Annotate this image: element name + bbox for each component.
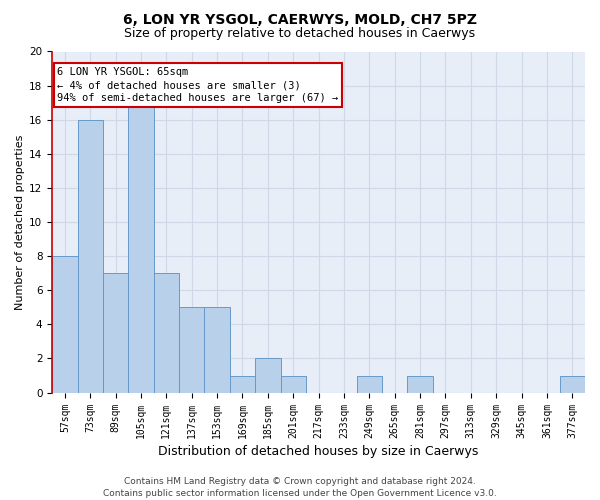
Bar: [560, 376, 585, 392]
Text: 6, LON YR YSGOL, CAERWYS, MOLD, CH7 5PZ: 6, LON YR YSGOL, CAERWYS, MOLD, CH7 5PZ: [123, 12, 477, 26]
Bar: [52, 256, 77, 392]
Bar: [407, 376, 433, 392]
X-axis label: Distribution of detached houses by size in Caerwys: Distribution of detached houses by size …: [158, 444, 479, 458]
Y-axis label: Number of detached properties: Number of detached properties: [15, 134, 25, 310]
Text: 6 LON YR YSGOL: 65sqm
← 4% of detached houses are smaller (3)
94% of semi-detach: 6 LON YR YSGOL: 65sqm ← 4% of detached h…: [58, 67, 339, 103]
Bar: [205, 308, 230, 392]
Bar: [230, 376, 255, 392]
Bar: [179, 308, 205, 392]
Text: Contains HM Land Registry data © Crown copyright and database right 2024.
Contai: Contains HM Land Registry data © Crown c…: [103, 476, 497, 498]
Bar: [128, 102, 154, 393]
Bar: [77, 120, 103, 392]
Bar: [154, 273, 179, 392]
Bar: [356, 376, 382, 392]
Text: Size of property relative to detached houses in Caerwys: Size of property relative to detached ho…: [124, 28, 476, 40]
Bar: [103, 273, 128, 392]
Bar: [255, 358, 281, 392]
Bar: [281, 376, 306, 392]
